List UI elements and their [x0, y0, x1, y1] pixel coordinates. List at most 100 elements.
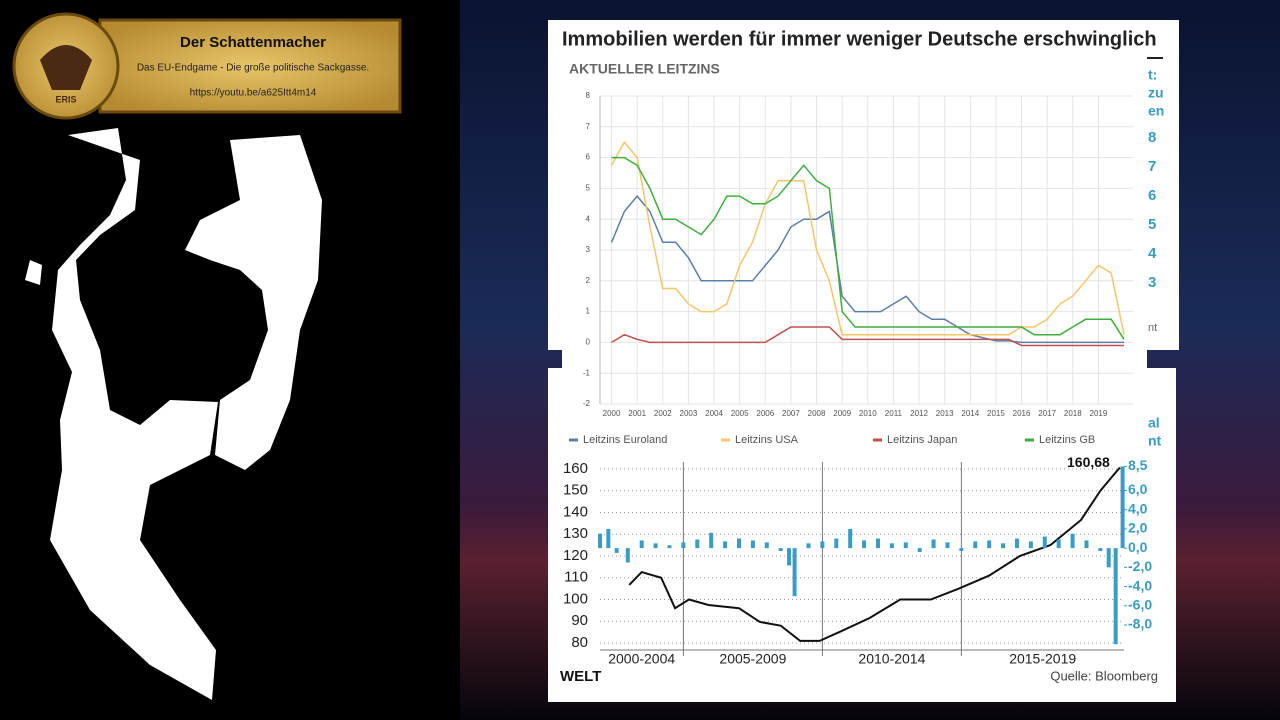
x-tick-label: 2001 — [628, 409, 646, 418]
y-tick-label: 1 — [586, 307, 591, 316]
bar — [625, 548, 630, 563]
y2-tick-label: 0,0 — [1128, 539, 1148, 555]
bar — [792, 548, 797, 597]
fragment: al — [1148, 415, 1160, 431]
y2-tick-label: 4,0 — [1128, 500, 1148, 516]
bar — [723, 541, 728, 549]
x-tick-label: 2008 — [808, 409, 826, 418]
fragment: nt — [1148, 433, 1162, 449]
bar — [973, 541, 978, 549]
y2-tick-label: 8,5 — [1128, 457, 1148, 473]
brand: WELT — [560, 668, 601, 685]
value-label: 160,68 — [1067, 454, 1110, 470]
y2-tick-label: -8,0 — [1128, 616, 1152, 632]
face-left — [50, 128, 218, 700]
bar — [606, 528, 611, 549]
bar — [614, 548, 619, 553]
legend-label: Leitzins GB — [1039, 434, 1095, 446]
bar — [987, 540, 992, 549]
series-line — [611, 326, 1125, 347]
bar — [695, 539, 700, 549]
bar — [709, 532, 714, 549]
banner-url: https://youtu.be/a625Itt4m14 — [190, 88, 317, 99]
bar — [639, 540, 644, 549]
fragment: 3 — [1148, 274, 1156, 291]
x-tick-label: 2006 — [756, 409, 774, 418]
rate-card — [562, 52, 1147, 454]
y-tick-label: 5 — [586, 184, 591, 193]
y-tick-label: 140 — [563, 503, 588, 520]
x-tick-label: 2011 — [885, 409, 903, 418]
x-tick-label: 2016 — [1013, 409, 1031, 418]
x-tick-label: 2005 — [731, 409, 749, 418]
y2-tick-label: 6,0 — [1128, 481, 1148, 497]
x-tick-label: 2018 — [1064, 409, 1082, 418]
y-tick-label: 160 — [563, 460, 588, 477]
period-label: 2010-2014 — [858, 651, 925, 667]
banner — [98, 18, 402, 114]
banner-title: Der Schattenmacher — [180, 34, 326, 51]
logo-figure — [40, 45, 92, 90]
headline: Immobilien werden für immer weniger Deut… — [562, 28, 1157, 50]
x-tick-label: 2012 — [910, 409, 928, 418]
y-tick-label: -1 — [583, 368, 591, 377]
bar — [848, 528, 853, 549]
occluded-fragments: t: zu en 8 7 6 5 4 3 nt al nt — [1148, 67, 1164, 449]
series-line — [610, 194, 1125, 344]
y-tick-label: 3 — [586, 245, 591, 254]
fragment: en — [1148, 103, 1164, 119]
bar — [889, 543, 894, 549]
bar — [778, 548, 783, 552]
bar — [917, 548, 922, 552]
fragment: t: — [1148, 67, 1157, 83]
fragment: 5 — [1148, 216, 1156, 233]
bar — [1098, 548, 1103, 552]
silhouette — [25, 128, 322, 700]
period-label: 2000-2004 — [608, 651, 675, 667]
x-tick-label: 2007 — [782, 409, 800, 418]
bar — [1042, 536, 1047, 549]
y2-tick-label: -2,0 — [1128, 558, 1152, 574]
x-tick-label: 2000 — [603, 409, 621, 418]
bar — [945, 542, 950, 549]
x-tick-label: 2009 — [833, 409, 851, 418]
series-line — [610, 140, 1125, 336]
y2-tick-label: -6,0 — [1128, 596, 1152, 612]
bar — [653, 543, 658, 549]
series-line — [611, 156, 1125, 340]
bar — [764, 542, 769, 549]
bar — [750, 540, 755, 549]
fragment: 6 — [1148, 187, 1156, 204]
x-tick-label: 2017 — [1038, 409, 1056, 418]
x-tick-label: 2015 — [987, 409, 1005, 418]
chart-title: AKTUELLER LEITZINS — [569, 61, 720, 77]
y-tick-label: 120 — [563, 547, 588, 564]
y2-tick-label: -4,0 — [1128, 577, 1152, 593]
bar — [736, 538, 741, 549]
x-tick-label: 2002 — [654, 409, 672, 418]
bar — [1070, 533, 1075, 549]
legend-label: Leitzins Euroland — [583, 434, 667, 446]
fragment: nt — [1148, 322, 1157, 334]
bar — [1106, 548, 1111, 568]
legend-label: Leitzins Japan — [887, 434, 957, 446]
bar — [1014, 538, 1019, 549]
y-tick-label: 4 — [586, 214, 591, 223]
bar — [681, 542, 686, 549]
bar — [1056, 539, 1061, 549]
y-tick-label: 130 — [563, 525, 588, 542]
fragment: 8 — [1148, 129, 1156, 146]
bar — [787, 548, 792, 566]
logo-text: ERIS — [55, 94, 76, 104]
y-tick-label: 100 — [563, 590, 588, 607]
charts: AKTUELLER LEITZINS -2 -1 0 1 2 3 4 5 6 7 8 2000 2001 2… — [563, 61, 1152, 667]
y-tick-label: 7 — [586, 122, 591, 131]
period-label: 2015-2019 — [1009, 651, 1076, 667]
bar — [931, 539, 936, 549]
bar — [1084, 540, 1089, 549]
bar — [903, 542, 908, 549]
bar — [667, 545, 672, 549]
y-tick-label: 110 — [564, 569, 588, 586]
